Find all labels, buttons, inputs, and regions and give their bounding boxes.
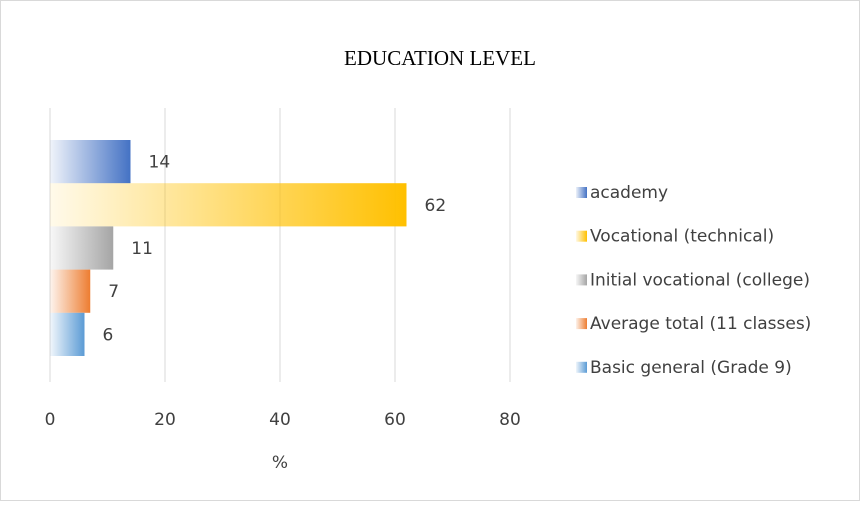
- data-label: 14: [149, 153, 171, 173]
- legend-swatch: [576, 187, 587, 198]
- chart-title: EDUCATION LEVEL: [344, 46, 536, 70]
- bar: [50, 183, 407, 227]
- bar: [50, 312, 85, 356]
- bar: [50, 226, 114, 270]
- legend-swatch: [576, 361, 587, 373]
- x-tick-label: 20: [154, 410, 176, 430]
- x-tick-label: 80: [499, 410, 521, 430]
- x-tick-label: 60: [384, 410, 406, 430]
- data-label: 11: [131, 239, 153, 259]
- legend-label: academy: [590, 183, 668, 203]
- data-label: 7: [108, 282, 119, 302]
- bar: [50, 269, 91, 313]
- legend-label: Initial vocational (college): [590, 270, 810, 290]
- legend-swatch: [576, 274, 587, 286]
- legend-label: Basic general (Grade 9): [590, 358, 792, 378]
- legend-swatch: [576, 230, 587, 242]
- x-tick-label: 40: [269, 410, 291, 430]
- data-label: 62: [425, 196, 447, 216]
- legend-label: Vocational (technical): [590, 227, 774, 247]
- x-axis-label: %: [272, 453, 288, 473]
- bar: [50, 140, 131, 184]
- legend-label: Average total (11 classes): [590, 314, 811, 334]
- legend-swatch: [576, 318, 587, 330]
- x-tick-label: 0: [45, 410, 56, 430]
- data-label: 6: [103, 325, 114, 345]
